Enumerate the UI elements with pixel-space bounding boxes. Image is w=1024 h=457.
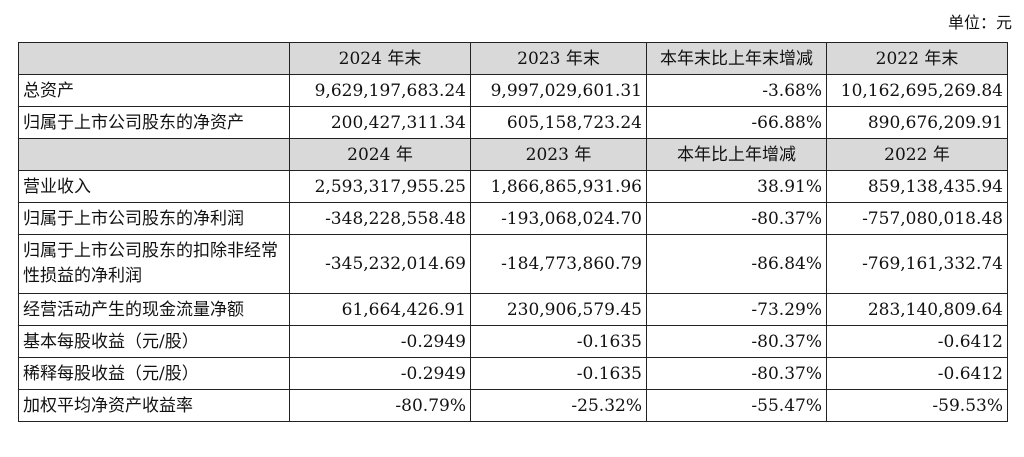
table-row: 稀释每股收益（元/股） -0.2949 -0.1635 -80.37% -0.6… bbox=[18, 357, 1008, 390]
financial-data-table: 2024 年末 2023 年末 本年末比上年末增减 2022 年末 总资产 9,… bbox=[18, 42, 1008, 422]
unit-label: 单位：元 bbox=[947, 13, 1012, 32]
table-cell: 859,138,435.94 bbox=[826, 170, 1008, 203]
row-label: 稀释每股收益（元/股） bbox=[18, 357, 290, 390]
table-cell: 61,664,426.91 bbox=[289, 293, 471, 326]
row-label: 归属于上市公司股东的净利润 bbox=[18, 202, 290, 235]
table-row: 归属于上市公司股东的净利润 -348,228,558.48 -193,068,0… bbox=[18, 202, 1008, 235]
table-cell: 1,866,865,931.96 bbox=[470, 170, 647, 203]
table-cell: -0.1635 bbox=[470, 357, 647, 390]
table-cell: -348,228,558.48 bbox=[289, 202, 471, 235]
header-cell: 本年末比上年末增减 bbox=[646, 42, 827, 75]
row-label: 经营活动产生的现金流量净额 bbox=[18, 293, 290, 326]
table-cell: -80.79% bbox=[289, 389, 471, 422]
table-cell: 10,162,695,269.84 bbox=[826, 74, 1008, 107]
table-cell: -757,080,018.48 bbox=[826, 202, 1008, 235]
table-cell: -769,161,332.74 bbox=[826, 234, 1008, 294]
row-label: 归属于上市公司股东的扣除非经常性损益的净利润 bbox=[18, 234, 290, 294]
table-row: 基本每股收益（元/股） -0.2949 -0.1635 -80.37% -0.6… bbox=[18, 325, 1008, 358]
header-cell: 2023 年 bbox=[470, 138, 647, 171]
header-cell: 2024 年末 bbox=[289, 42, 471, 75]
table-cell: -73.29% bbox=[646, 293, 827, 326]
row-label: 总资产 bbox=[18, 74, 290, 107]
header-cell bbox=[18, 42, 290, 75]
header-cell: 2022 年末 bbox=[826, 42, 1008, 75]
table-cell: -3.68% bbox=[646, 74, 827, 107]
table-cell: 9,997,029,601.31 bbox=[470, 74, 647, 107]
row-label: 基本每股收益（元/股） bbox=[18, 325, 290, 358]
table-header-row: 2024 年 2023 年 本年比上年增减 2022 年 bbox=[18, 138, 1008, 171]
table-cell: -59.53% bbox=[826, 389, 1008, 422]
table-header-row: 2024 年末 2023 年末 本年末比上年末增减 2022 年末 bbox=[18, 42, 1008, 75]
table-cell: -80.37% bbox=[646, 202, 827, 235]
table-cell: -80.37% bbox=[646, 357, 827, 390]
table-cell: -345,232,014.69 bbox=[289, 234, 471, 294]
row-label: 营业收入 bbox=[18, 170, 290, 203]
header-cell: 2022 年 bbox=[826, 138, 1008, 171]
table-row: 总资产 9,629,197,683.24 9,997,029,601.31 -3… bbox=[18, 74, 1008, 107]
table-row: 营业收入 2,593,317,955.25 1,866,865,931.96 3… bbox=[18, 170, 1008, 203]
table-cell: -0.6412 bbox=[826, 357, 1008, 390]
table-cell: 890,676,209.91 bbox=[826, 106, 1008, 139]
table-row: 经营活动产生的现金流量净额 61,664,426.91 230,906,579.… bbox=[18, 293, 1008, 326]
table-cell: 9,629,197,683.24 bbox=[289, 74, 471, 107]
table-cell: -80.37% bbox=[646, 325, 827, 358]
table-cell: 230,906,579.45 bbox=[470, 293, 647, 326]
table-cell: -184,773,860.79 bbox=[470, 234, 647, 294]
table-cell: 283,140,809.64 bbox=[826, 293, 1008, 326]
table-row: 加权平均净资产收益率 -80.79% -25.32% -55.47% -59.5… bbox=[18, 389, 1008, 422]
table-cell: -0.2949 bbox=[289, 357, 471, 390]
row-label: 归属于上市公司股东的净资产 bbox=[18, 106, 290, 139]
header-cell bbox=[18, 138, 290, 171]
table-cell: -66.88% bbox=[646, 106, 827, 139]
table-row: 归属于上市公司股东的扣除非经常性损益的净利润 -345,232,014.69 -… bbox=[18, 234, 1008, 294]
row-label: 加权平均净资产收益率 bbox=[18, 389, 290, 422]
table-cell: -0.6412 bbox=[826, 325, 1008, 358]
table-cell: -0.1635 bbox=[470, 325, 647, 358]
table-cell: 200,427,311.34 bbox=[289, 106, 471, 139]
table-cell: -193,068,024.70 bbox=[470, 202, 647, 235]
table-cell: -25.32% bbox=[470, 389, 647, 422]
table-cell: -0.2949 bbox=[289, 325, 471, 358]
table-cell: 38.91% bbox=[646, 170, 827, 203]
header-cell: 2023 年末 bbox=[470, 42, 647, 75]
header-cell: 2024 年 bbox=[289, 138, 471, 171]
table-cell: -86.84% bbox=[646, 234, 827, 294]
table-row: 归属于上市公司股东的净资产 200,427,311.34 605,158,723… bbox=[18, 106, 1008, 139]
table-cell: -55.47% bbox=[646, 389, 827, 422]
table-cell: 605,158,723.24 bbox=[470, 106, 647, 139]
header-cell: 本年比上年增减 bbox=[646, 138, 827, 171]
table-cell: 2,593,317,955.25 bbox=[289, 170, 471, 203]
